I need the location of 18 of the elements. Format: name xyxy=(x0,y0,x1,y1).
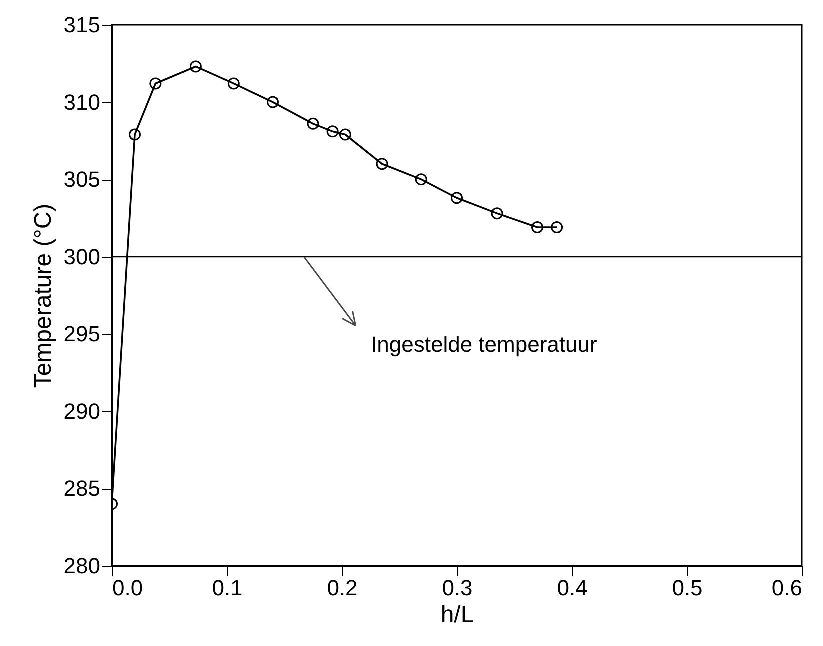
x-tick-label: 0.4 xyxy=(557,576,588,600)
x-tick-label: 0.3 xyxy=(442,576,473,600)
y-tick-label: 305 xyxy=(64,167,100,192)
x-tick-label: 0.1 xyxy=(212,576,243,600)
y-tick-label: 310 xyxy=(64,90,100,115)
y-tick-label: 300 xyxy=(64,244,100,270)
x-tick-label: 0.6 xyxy=(772,576,802,600)
y-tick-label: 315 xyxy=(64,12,100,38)
x-tick-label: 0.0 xyxy=(112,576,144,600)
y-tick-label: 285 xyxy=(64,476,100,502)
annotation: Ingestelde temperatuur xyxy=(371,332,598,357)
y-tick-label: 295 xyxy=(64,322,100,347)
x-tick-label: 0.2 xyxy=(327,576,358,600)
x-axis-title: h/L xyxy=(440,602,474,628)
x-tick-label: 0.5 xyxy=(672,576,703,600)
y-axis-title: Temperature (°C) xyxy=(30,204,57,388)
y-tick-label: 290 xyxy=(64,398,100,424)
y-tick-label: 280 xyxy=(64,554,100,578)
